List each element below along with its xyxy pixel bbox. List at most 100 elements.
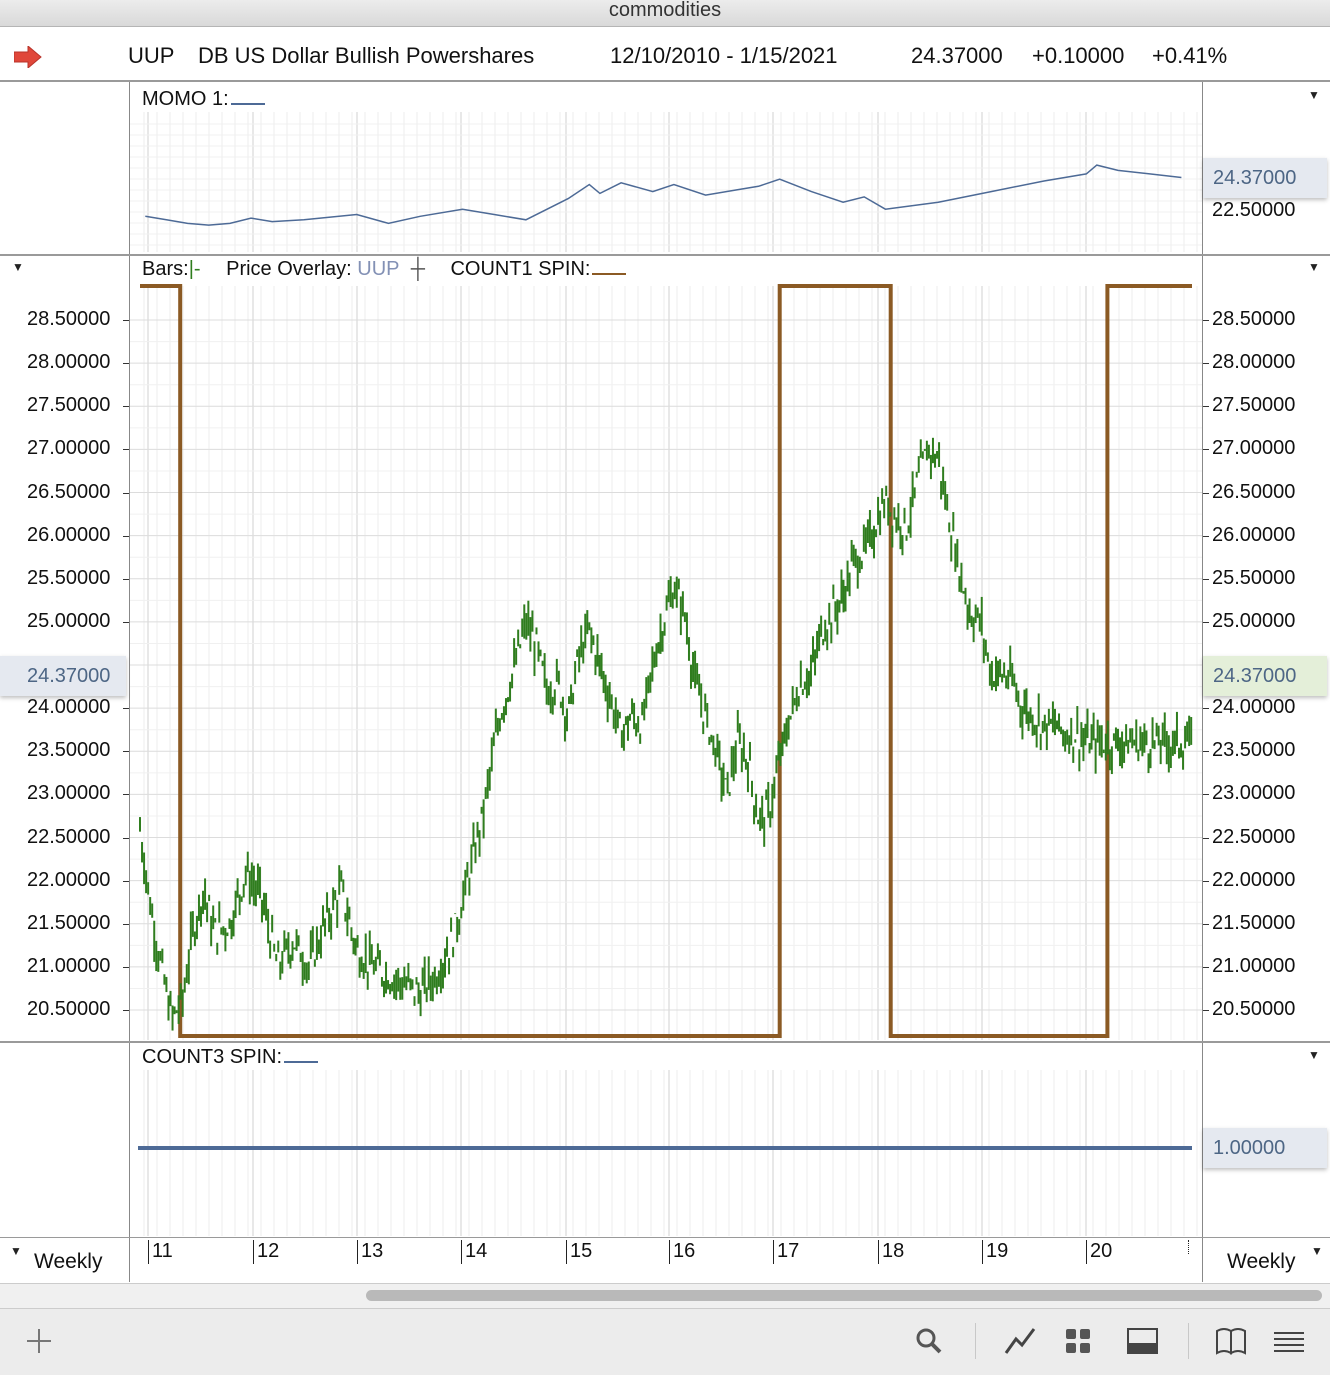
count1-label: COUNT1 SPIN:	[450, 258, 591, 280]
price-value-badge-left: 24.37000	[0, 656, 126, 696]
panel-icon[interactable]	[1126, 1323, 1160, 1357]
scrollbar-thumb[interactable]	[366, 1290, 1322, 1301]
price-tick-mark	[1203, 578, 1209, 580]
momo-tick-label: 22.50000	[1212, 199, 1296, 221]
price-tick-label: 28.50000	[27, 308, 111, 330]
price-tick-label: 24.00000	[1212, 696, 1296, 719]
price-tick-mark	[123, 794, 129, 796]
count3-label-text: COUNT3 SPIN:	[142, 1046, 283, 1068]
price-tick-label: 24.00000	[27, 696, 111, 719]
left-period-menu-icon[interactable]: ▼	[10, 1244, 22, 1258]
price-tick-mark	[123, 923, 129, 925]
price-tick-mark	[1203, 837, 1209, 839]
price-tick-mark	[1203, 966, 1209, 968]
price-tick-label: 20.50000	[27, 998, 111, 1020]
symbol-label: UUP	[128, 43, 175, 68]
price-tick-label: 22.00000	[1212, 868, 1296, 891]
overlay-bar-icon: ┼	[410, 258, 425, 280]
price-pane-menu-icon[interactable]: ▼	[1308, 260, 1320, 274]
price-tick-label: 25.00000	[27, 609, 111, 632]
period-selector-right[interactable]: Weekly	[1227, 1250, 1296, 1273]
pane-divider[interactable]	[0, 1041, 1330, 1043]
momo-label-text: MOMO 1:	[142, 88, 229, 110]
price-tick-label: 27.50000	[1212, 394, 1296, 417]
price-tick-mark	[123, 320, 129, 321]
x-tick-label: 20	[1086, 1240, 1112, 1264]
chart-canvas[interactable]	[0, 0, 1330, 1240]
plus-icon[interactable]	[24, 1323, 54, 1357]
price-tick-label: 26.00000	[1212, 523, 1296, 546]
price-tick-mark	[123, 708, 129, 710]
right-axis-column	[1202, 82, 1330, 1282]
overlay-label: Price Overlay:	[226, 258, 352, 280]
momo-pane-menu-icon[interactable]: ▼	[1308, 88, 1320, 102]
x-tick-label: 15	[566, 1240, 592, 1264]
window-titlebar: commodities	[0, 0, 1330, 27]
price-tick-label: 21.50000	[1212, 911, 1296, 934]
price-tick-label: 27.00000	[1212, 437, 1296, 460]
price-bars	[139, 437, 1193, 1031]
right-period-menu-icon[interactable]: ▼	[1311, 1244, 1323, 1258]
price-tick-mark	[123, 406, 129, 408]
x-tick-label: 16	[669, 1240, 695, 1264]
price-tick-mark	[1203, 708, 1209, 710]
price-tick-label: 22.00000	[27, 868, 111, 891]
price-tick-label: 26.50000	[27, 480, 111, 503]
price-tick-label: 27.00000	[27, 437, 111, 460]
symbol-info-bar: UUP DB US Dollar Bullish Powershares 12/…	[0, 30, 1330, 82]
axis-divider	[0, 1237, 1330, 1238]
count3-value-badge: 1.00000	[1203, 1128, 1327, 1168]
x-tick-label: 19	[982, 1240, 1008, 1264]
price-tick-mark	[1203, 621, 1209, 623]
period-selector-left[interactable]: Weekly	[34, 1250, 103, 1273]
momo-value-badge: 24.37000	[1203, 158, 1327, 198]
grid-icon[interactable]	[1062, 1323, 1094, 1357]
bottom-toolbar	[0, 1308, 1330, 1375]
price-value-badge-right: 24.37000	[1203, 656, 1327, 696]
red-arrow-icon[interactable]	[14, 46, 42, 68]
count3-pane-menu-icon[interactable]: ▼	[1308, 1048, 1320, 1062]
price-tick-mark	[123, 621, 129, 623]
price-change-pct: +0.41%	[1152, 43, 1228, 68]
price-tick-label: 22.50000	[27, 825, 111, 848]
list-icon[interactable]	[1272, 1323, 1306, 1357]
price-tick-label: 28.50000	[1212, 308, 1296, 330]
price-tick-mark	[1203, 880, 1209, 882]
pane-divider[interactable]	[0, 254, 1330, 256]
x-tick-label: 17	[773, 1240, 799, 1264]
line-chart-icon[interactable]	[1002, 1323, 1038, 1357]
toolbar-separator	[1188, 1323, 1189, 1359]
price-tick-mark	[1203, 923, 1209, 925]
price-tick-mark	[1203, 535, 1209, 537]
price-tick-mark	[123, 363, 129, 365]
book-icon[interactable]	[1214, 1323, 1250, 1357]
price-tick-label: 26.50000	[1212, 480, 1296, 503]
left-axis-menu-icon[interactable]: ▼	[12, 260, 24, 274]
count3-legend-swatch	[284, 1061, 319, 1063]
price-tick-mark	[123, 449, 129, 451]
momo-legend-swatch	[230, 103, 265, 105]
x-tick-label: 12	[253, 1240, 279, 1264]
horizontal-scrollbar[interactable]	[0, 1283, 1330, 1308]
price-tick-mark	[1203, 794, 1209, 796]
window-title: commodities	[608, 0, 722, 21]
price-tick-label: 21.00000	[27, 954, 111, 977]
price-tick-mark	[1203, 449, 1209, 451]
price-tick-label: 23.00000	[1212, 782, 1296, 805]
price-tick-mark	[1203, 363, 1209, 365]
price-tick-label: 25.50000	[27, 566, 111, 589]
price-tick-label: 21.50000	[27, 911, 111, 934]
price-tick-label: 20.50000	[1212, 998, 1296, 1020]
price-tick-mark	[1203, 492, 1209, 494]
bars-label: Bars:	[142, 258, 189, 280]
count1-spin-line	[140, 284, 1192, 1038]
overlay-symbol: UUP	[357, 258, 400, 280]
price-tick-mark	[1203, 320, 1209, 321]
toolbar-separator	[975, 1323, 976, 1359]
price-change: +0.10000	[1032, 43, 1125, 68]
price-tick-mark	[123, 751, 129, 753]
search-icon[interactable]	[912, 1323, 944, 1357]
x-tick-label: 11	[148, 1240, 173, 1264]
price-tick-label: 28.00000	[1212, 351, 1296, 374]
price-tick-mark	[123, 578, 129, 580]
